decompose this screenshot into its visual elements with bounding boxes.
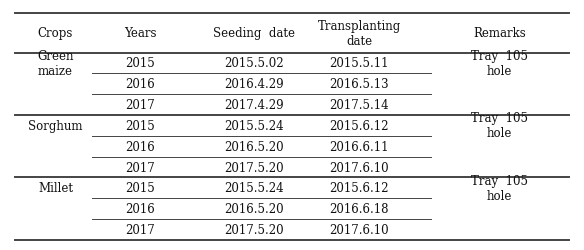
Text: 2015.5.24: 2015.5.24 [224, 120, 284, 132]
Text: Tray  105
hole: Tray 105 hole [471, 50, 528, 78]
Text: 2016.5.20: 2016.5.20 [224, 202, 284, 215]
Text: 2015: 2015 [126, 182, 155, 195]
Text: 2015.5.11: 2015.5.11 [329, 57, 389, 70]
Text: 2017.6.10: 2017.6.10 [329, 223, 389, 236]
Text: Transplanting
date: Transplanting date [318, 20, 401, 48]
Text: Seeding  date: Seeding date [213, 27, 295, 40]
Text: 2015.5.24: 2015.5.24 [224, 182, 284, 195]
Text: 2016.6.11: 2016.6.11 [329, 140, 389, 153]
Text: 2017: 2017 [126, 99, 155, 112]
Text: 2016.4.29: 2016.4.29 [224, 78, 284, 91]
Text: 2016.6.18: 2016.6.18 [329, 202, 389, 215]
Text: Years: Years [124, 27, 157, 40]
Text: Crops: Crops [38, 27, 73, 40]
Text: Sorghum: Sorghum [28, 120, 83, 132]
Text: Millet: Millet [38, 182, 73, 195]
Text: Tray  105
hole: Tray 105 hole [471, 112, 528, 140]
Text: 2017.6.10: 2017.6.10 [329, 161, 389, 174]
Text: Tray  105
hole: Tray 105 hole [471, 174, 528, 202]
Text: 2016.5.20: 2016.5.20 [224, 140, 284, 153]
Text: 2017.5.14: 2017.5.14 [329, 99, 389, 112]
Text: 2017.5.20: 2017.5.20 [224, 161, 284, 174]
Text: 2017: 2017 [126, 161, 155, 174]
Text: 2015.5.02: 2015.5.02 [224, 57, 284, 70]
Text: 2015.6.12: 2015.6.12 [329, 120, 389, 132]
Text: 2016: 2016 [126, 78, 155, 91]
Text: 2016: 2016 [126, 140, 155, 153]
Text: Green
maize: Green maize [37, 50, 74, 78]
Text: 2017: 2017 [126, 223, 155, 236]
Text: Remarks: Remarks [473, 27, 526, 40]
Text: 2017.5.20: 2017.5.20 [224, 223, 284, 236]
Text: 2016.5.13: 2016.5.13 [329, 78, 389, 91]
Text: 2015.6.12: 2015.6.12 [329, 182, 389, 195]
Text: 2015: 2015 [126, 120, 155, 132]
Text: 2017.4.29: 2017.4.29 [224, 99, 284, 112]
Text: 2016: 2016 [126, 202, 155, 215]
Text: 2015: 2015 [126, 57, 155, 70]
